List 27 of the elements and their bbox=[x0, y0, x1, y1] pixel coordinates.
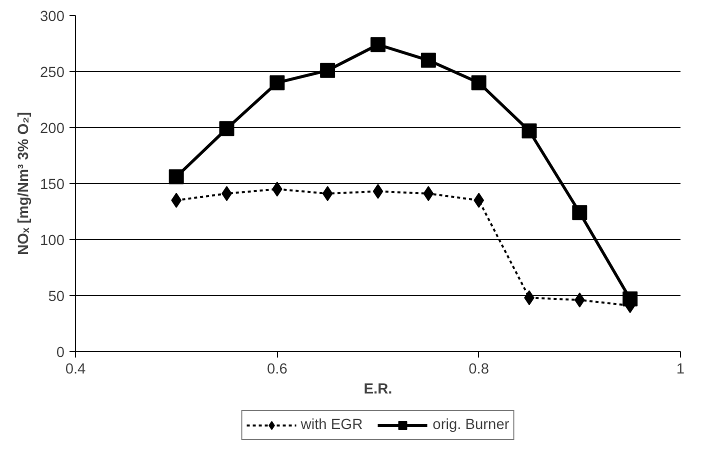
point bbox=[372, 184, 384, 199]
y-tick-label: 0 bbox=[56, 345, 65, 361]
point bbox=[471, 75, 486, 90]
point bbox=[270, 75, 285, 90]
point bbox=[423, 186, 434, 202]
x-tick-label: 0.8 bbox=[468, 362, 490, 378]
x-tick-label: 0.4 bbox=[65, 362, 86, 378]
point bbox=[370, 37, 386, 52]
y-tick-label: 200 bbox=[40, 121, 65, 137]
x-axis-title: E.R. bbox=[364, 382, 392, 398]
x-tick-label: 1 bbox=[676, 362, 685, 378]
point bbox=[320, 62, 336, 78]
legend-label: with EGR bbox=[300, 417, 363, 433]
point bbox=[219, 121, 234, 136]
legend-label: orig. Burner bbox=[432, 417, 510, 433]
x-tick-label: 0.6 bbox=[266, 362, 288, 378]
point bbox=[522, 123, 537, 138]
point bbox=[572, 205, 588, 220]
point bbox=[322, 186, 333, 202]
point bbox=[420, 52, 436, 68]
y-axis-title: NOₓ [mg/Nm³ 3% O₂] bbox=[16, 112, 32, 255]
y-tick-label: 300 bbox=[40, 9, 65, 25]
y-tick-label: 150 bbox=[40, 177, 65, 193]
y-tick-label: 50 bbox=[48, 289, 65, 305]
point bbox=[168, 169, 184, 184]
y-tick-label: 100 bbox=[40, 233, 65, 249]
y-tick-label: 250 bbox=[40, 65, 65, 81]
